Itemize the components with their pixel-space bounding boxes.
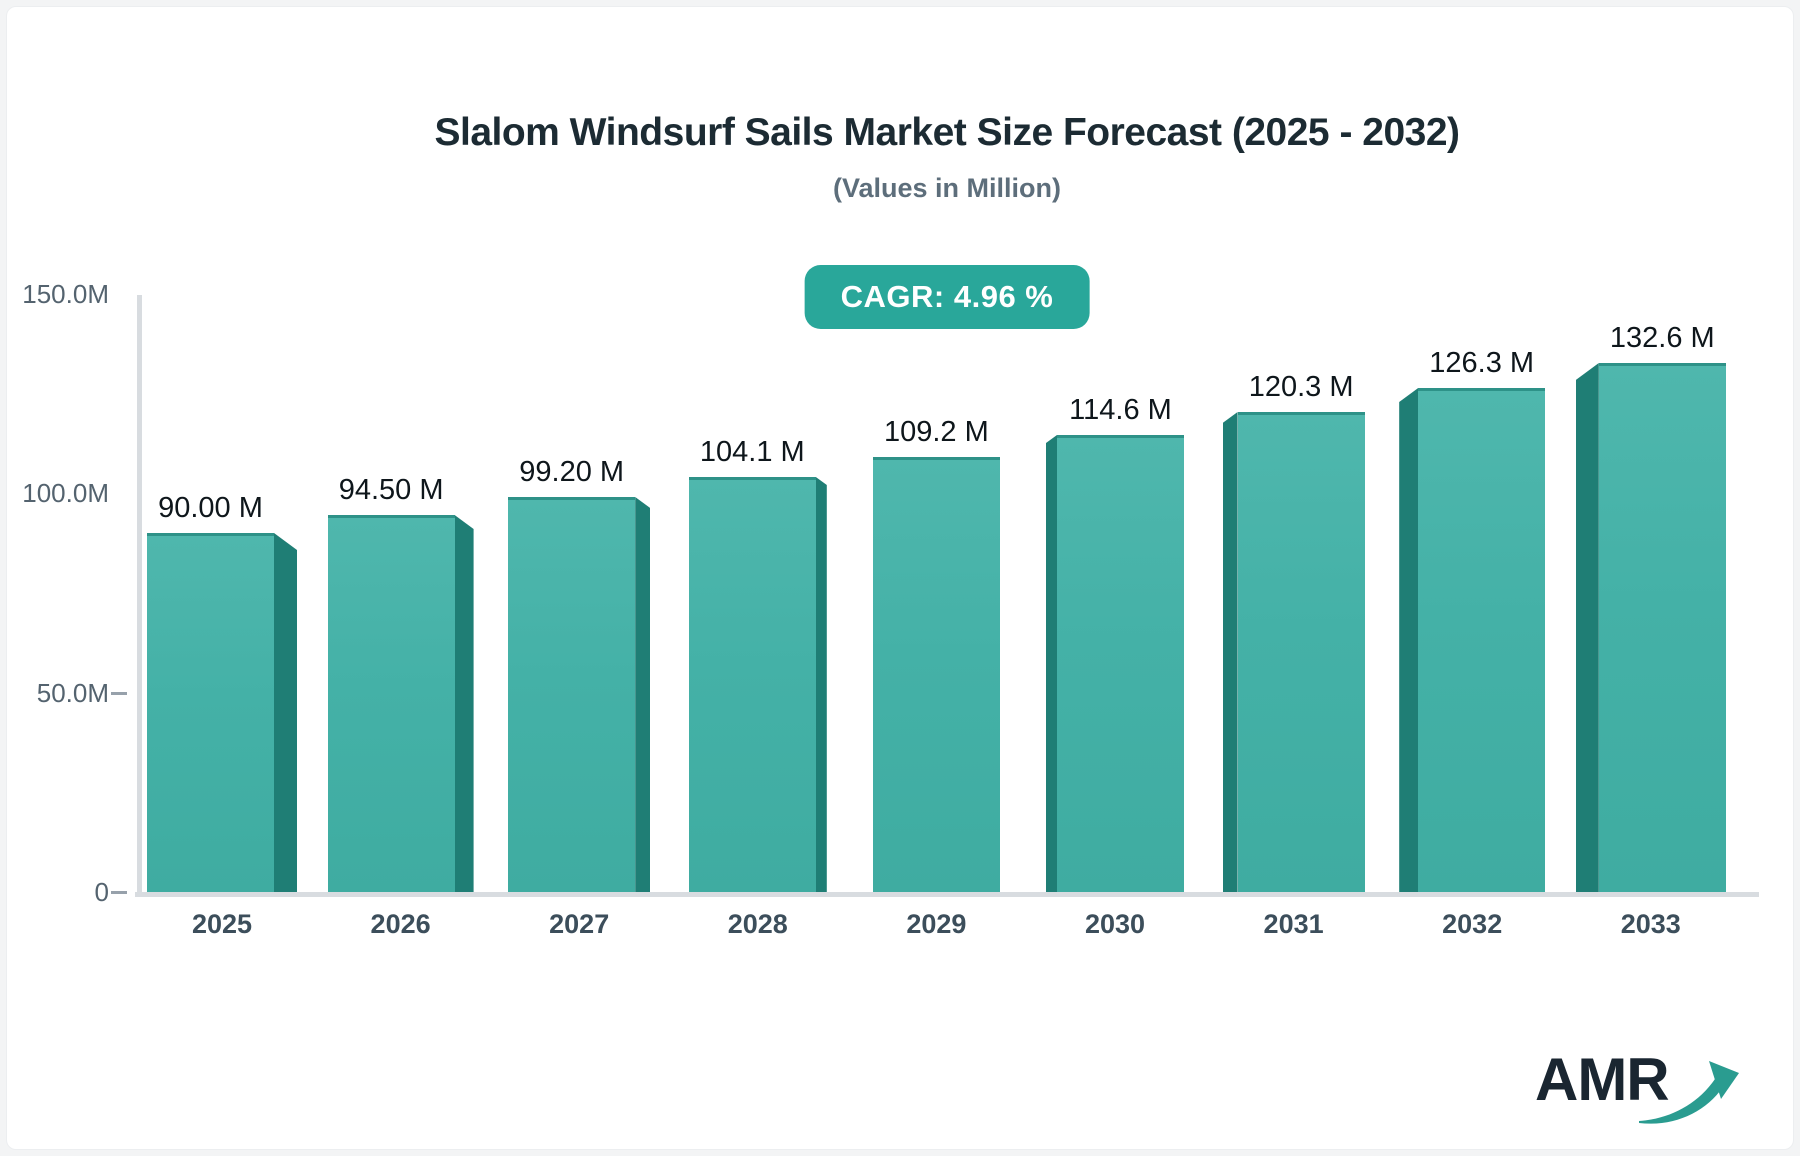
amr-logo: AMR [1535, 1037, 1765, 1133]
bar-front-face [1057, 435, 1184, 892]
y-tick-mark [111, 891, 127, 894]
x-axis-line [135, 892, 1759, 897]
bar-value-label: 126.3 M [1429, 347, 1535, 379]
y-axis-line [137, 295, 142, 897]
bar-value-label: 109.2 M [883, 416, 989, 448]
chart-card: Slalom Windsurf Sails Market Size Foreca… [6, 6, 1794, 1150]
bar-front-face [147, 533, 274, 892]
x-tick-label: 2031 [1263, 909, 1324, 939]
chart-header: Slalom Windsurf Sails Market Size Foreca… [137, 7, 1757, 347]
plot-area: 150.0M 100.0M 50.0M 0 90.00 M 2025 94.50 M 202… [7, 7, 1793, 1149]
y-tick-label: 150.0M [22, 279, 109, 309]
x-tick-label: 2029 [906, 909, 967, 939]
x-tick-label: 2026 [370, 909, 431, 939]
bar-value-label: 99.20 M [519, 456, 625, 488]
bar-value-label: 114.6 M [1069, 394, 1172, 426]
growth-arrow-icon [1639, 1061, 1739, 1124]
x-tick-label: 2030 [1084, 909, 1146, 939]
x-tick-label: 2032 [1442, 909, 1503, 939]
y-tick-label: 100.0M [22, 478, 109, 509]
x-tick-label: 2025 [191, 909, 253, 939]
bar-front-face [1418, 388, 1546, 892]
x-tick-label: 2033 [1620, 909, 1681, 939]
y-tick-label: 0 [94, 877, 109, 907]
y-tick-label: 50.0M [36, 677, 109, 708]
x-tick-label: 2027 [549, 909, 610, 939]
bar-side-face [815, 477, 827, 892]
bar-side-face [1222, 412, 1238, 892]
bar-front-face [327, 515, 455, 892]
bar-front-face [872, 457, 1000, 892]
chart-title: Slalom Windsurf Sails Market Size Foreca… [434, 111, 1460, 154]
bar-front-face [508, 497, 636, 892]
bar-value-label: 104.1 M [699, 436, 805, 468]
bar-side-face [1575, 363, 1599, 892]
bar-front-face [1598, 363, 1726, 892]
bar-value-label: 132.6 M [1609, 322, 1715, 354]
bar-front-face [1237, 412, 1365, 892]
x-tick-label: 2028 [727, 909, 788, 939]
bar-value-label: 90.00 M [158, 492, 263, 524]
bar-side-face [1046, 435, 1057, 892]
bar-value-label: 120.3 M [1248, 371, 1354, 403]
bar-side-face [274, 533, 297, 892]
cagr-badge: CAGR: 4.96 % [804, 265, 1090, 329]
bar-side-face [1399, 388, 1419, 892]
amr-logo-text: AMR [1535, 1046, 1670, 1113]
bar-value-label: 94.50 M [338, 474, 444, 506]
chart-subtitle: (Values in Million) [832, 173, 1062, 203]
bar-side-face [635, 497, 651, 892]
bar-side-face [454, 515, 474, 892]
bar-front-face [688, 477, 816, 892]
y-tick-mark [111, 691, 127, 695]
